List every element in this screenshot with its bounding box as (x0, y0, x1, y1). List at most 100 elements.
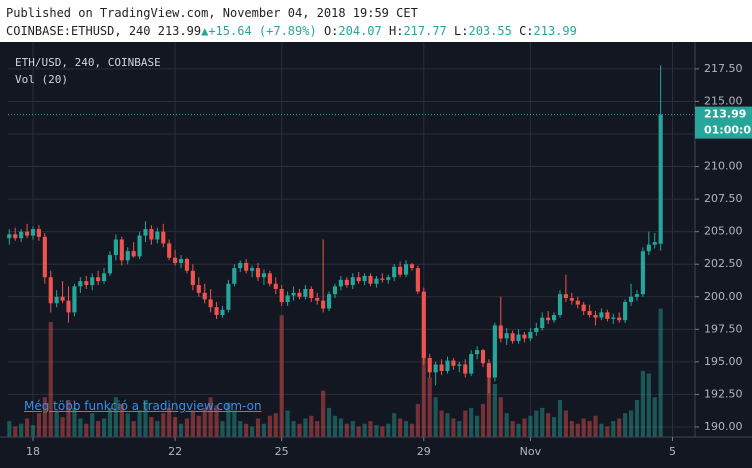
watermark-link[interactable]: Még több funkció a tradingview.com-on (24, 399, 262, 413)
volume-bar (634, 399, 640, 437)
volume-bar (498, 397, 503, 437)
symbol: COINBASE:ETHUSD, 240 (6, 24, 151, 38)
volume-bar (107, 407, 113, 437)
volume-bar (232, 410, 237, 437)
volume-bar (261, 423, 266, 437)
volume-bar (486, 377, 492, 437)
candle-body (362, 275, 367, 282)
candle-body (255, 268, 261, 278)
volume-bar (66, 399, 71, 437)
volume-bar (386, 423, 391, 437)
countdown: 01:00:05 (704, 124, 752, 137)
candle-body (469, 354, 474, 374)
volume-bar (427, 377, 432, 437)
volume-bar (587, 421, 592, 437)
candle-body (386, 277, 391, 280)
candle-body (540, 317, 545, 329)
volume-bar (131, 421, 136, 437)
candle-body (463, 364, 468, 374)
volume-bar (605, 426, 610, 437)
last-price-box (695, 106, 752, 139)
candle-body (184, 259, 190, 271)
volume-bar (285, 410, 290, 437)
candle-body (90, 277, 95, 286)
low-label: L: (454, 24, 469, 38)
volume-bar (528, 415, 533, 437)
candle-body (208, 299, 213, 308)
y-tick-label: 200.00 (704, 290, 743, 303)
candle-body (498, 325, 503, 339)
candle-body (178, 259, 184, 263)
volume-bar (617, 418, 622, 437)
candle-body (161, 231, 166, 244)
volume-bar (267, 415, 272, 437)
legend-volume: Vol (20) (15, 73, 68, 86)
volume-bar (623, 413, 628, 437)
y-tick-label: 195.00 (704, 355, 743, 368)
volume-bar (522, 418, 527, 437)
volume-bar (398, 418, 403, 437)
volume-bar (326, 407, 332, 437)
volume-bar (492, 384, 497, 437)
header: Published on TradingView.com, November 0… (6, 4, 577, 40)
candle-body (149, 229, 154, 240)
volume-bar (190, 410, 195, 437)
legend-symbol: ETH/USD, 240, COINBASE (15, 56, 161, 69)
candle-body (611, 317, 616, 319)
volume-bar (297, 423, 302, 437)
volume-bar (403, 421, 409, 437)
volume-bar (599, 423, 604, 437)
volume-bar (439, 410, 444, 437)
candle-body (504, 333, 509, 339)
volume-bar (279, 315, 284, 437)
candle-body (190, 270, 195, 286)
volume-bar (356, 426, 361, 437)
candle-body (563, 294, 568, 299)
candle-body (315, 298, 320, 301)
candle-body (492, 325, 497, 378)
candle-body (321, 300, 326, 309)
volume-bar (24, 418, 30, 437)
candle-body (374, 278, 379, 284)
volume-bar (640, 370, 645, 437)
volume-bar (60, 417, 65, 437)
volume-bar (516, 423, 521, 437)
volume-bar (415, 403, 420, 437)
candle-body (273, 283, 278, 289)
candle-body (24, 231, 30, 236)
volume-bar (7, 421, 12, 437)
volume-bar (30, 425, 36, 437)
candle-body (60, 296, 65, 301)
candle-body (415, 268, 420, 292)
candle-body (457, 364, 462, 366)
candle-body (36, 229, 41, 237)
high-label: H: (388, 24, 404, 38)
volume-bar (581, 418, 586, 437)
volume-bar (463, 410, 468, 437)
volume-bar (125, 413, 130, 437)
volume-bar (557, 399, 563, 437)
candle-body (439, 364, 444, 371)
candle-body (451, 360, 456, 366)
candle-body (350, 277, 355, 286)
candle-body (279, 288, 284, 302)
candle-body (356, 277, 361, 282)
candle-body (628, 296, 634, 302)
volume-bar (96, 421, 101, 437)
candle-body (617, 317, 622, 321)
low: 203.55 (468, 24, 512, 38)
candle-body (232, 268, 237, 284)
x-tick-label: 22 (168, 445, 182, 458)
candle-body (113, 239, 118, 256)
candle-body (634, 294, 640, 297)
candle-body (581, 304, 586, 312)
volume-bar (380, 426, 385, 437)
candle-body (42, 236, 47, 278)
candle-body (291, 292, 296, 296)
candle-body (551, 314, 557, 321)
last-price-label: 213.99 (704, 108, 746, 121)
x-tick-label: 5 (669, 445, 676, 458)
volume-bar (575, 423, 580, 437)
volume-bar (101, 418, 107, 437)
